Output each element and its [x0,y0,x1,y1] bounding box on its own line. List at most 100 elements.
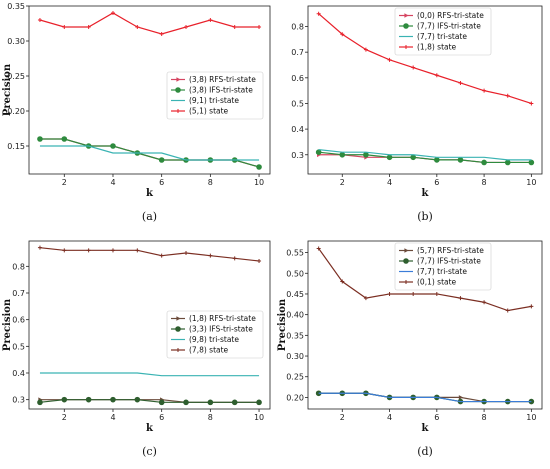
legend-entry: (5,1) state [189,107,229,116]
data-point [505,308,510,313]
series-line [318,151,532,164]
series-line [318,248,532,312]
y-tick-label: 0.35 [7,2,25,11]
y-tick-label: 0.50 [286,269,304,278]
y-tick-label: 0.25 [286,373,304,382]
data-point [481,159,487,166]
legend-box [166,71,264,120]
legend: (5,7) RFS-tri-state (7,7) IFS-tri-state(7… [394,242,492,291]
data-point [411,291,416,296]
legend-marker [404,45,408,49]
series-line [318,392,532,403]
legend-marker [176,77,181,82]
y-tick-label: 0.7 [12,289,25,298]
x-tick-label: 8 [208,413,213,422]
data-point [184,25,189,29]
chart-panel-c: 2 4 6 8 10 0.3 0.4 0.5 0.6 0.7 0.8 k Precision (c) (1,… [2,240,271,458]
x-tick-label: 8 [482,413,487,422]
data-point [315,149,322,155]
y-tick-label: 0.45 [286,290,304,299]
series-2 [37,396,262,406]
series-line [318,13,532,105]
y-tick-label: 0.20 [7,107,25,116]
data-point [183,399,189,406]
data-point [232,256,237,261]
data-point [159,253,164,258]
data-point [316,11,321,16]
data-point [482,300,487,305]
data-point [387,57,392,62]
legend-box [166,310,264,359]
y-tick-label: 0.30 [7,37,25,46]
y-tick-label: 0.30 [286,352,304,361]
data-point [386,154,393,161]
x-tick-label: 6 [159,413,164,422]
legend-entry: (3,8) IFS-tri-state [189,86,253,95]
y-tick-label: 0.6 [291,74,304,83]
legend: (1,8) RFS-tri-state (3,3) IFS-tri-state(9… [166,310,264,359]
data-point [135,25,140,29]
data-point [61,396,68,403]
y-axis-label: Precision [2,298,13,351]
y-tick-label: 0.7 [291,48,304,57]
legend-marker [404,280,408,284]
y-tick-label: 0.5 [291,99,304,108]
data-point [339,151,346,158]
legend-entry: (0,0) RFS-tri-state [417,11,484,20]
x-tick-label: 4 [110,413,115,422]
legend: (0,0) RFS-tri-state (7,7) IFS-tri-state(7… [394,7,492,56]
series-3 [318,149,532,161]
panel-caption: (d) [417,445,433,458]
y-tick-label: 0.8 [12,262,25,271]
data-point [134,396,141,403]
legend-entry: (7,8) state [189,346,229,355]
data-point [363,47,368,52]
legend: (3,8) RFS-tri-state (3,8) IFS-tri-state(9… [166,71,264,120]
legend-marker [403,23,409,29]
legend-entry: (0,1) state [417,278,457,287]
data-point [458,296,463,301]
legend-entry: (9,1) tri-state [189,96,239,105]
data-point [363,151,369,158]
data-point [135,248,140,253]
data-point [231,399,238,406]
series-4 [316,11,534,106]
legend-entry: (7,7) tri-state [417,267,467,276]
data-point [184,251,189,255]
legend-entry: (1,8) state [417,43,457,52]
data-point [411,65,416,70]
x-tick-label: 10 [526,178,536,187]
x-tick-label: 2 [62,178,67,187]
data-point [158,399,165,406]
data-point [316,246,321,251]
x-tick-label: 2 [340,178,345,187]
legend-box [394,7,492,56]
y-axis-label: Precision [277,298,288,351]
series-line [39,145,260,161]
data-point [37,245,42,250]
data-point [529,304,534,309]
x-tick-label: 4 [387,413,392,422]
legend-entry: (3,3) IFS-tri-state [189,325,253,334]
legend-marker [176,348,180,352]
y-tick-label: 0.40 [286,311,304,320]
data-point [458,80,463,85]
legend-marker [175,326,181,332]
data-point [232,25,237,29]
data-point [110,248,115,253]
legend-marker [404,13,409,18]
legend-entry: (7,7) IFS-tri-state [417,257,481,266]
data-point [61,136,68,142]
series-4 [37,11,262,36]
data-point [257,25,262,29]
legend-marker [404,248,409,253]
data-point [256,164,262,170]
chart-panel-b: 2 4 6 8 10 0.3 0.4 0.5 0.6 0.7 0.8 k (b) (0,0) RFS-tr… [291,5,543,223]
x-tick-label: 10 [254,413,264,422]
data-point [434,73,439,78]
legend-marker [175,87,181,93]
x-tick-label: 6 [434,413,439,422]
data-point [110,143,116,149]
legend-entry: (5,7) RFS-tri-state [417,246,484,255]
panel-caption: (b) [417,210,433,223]
